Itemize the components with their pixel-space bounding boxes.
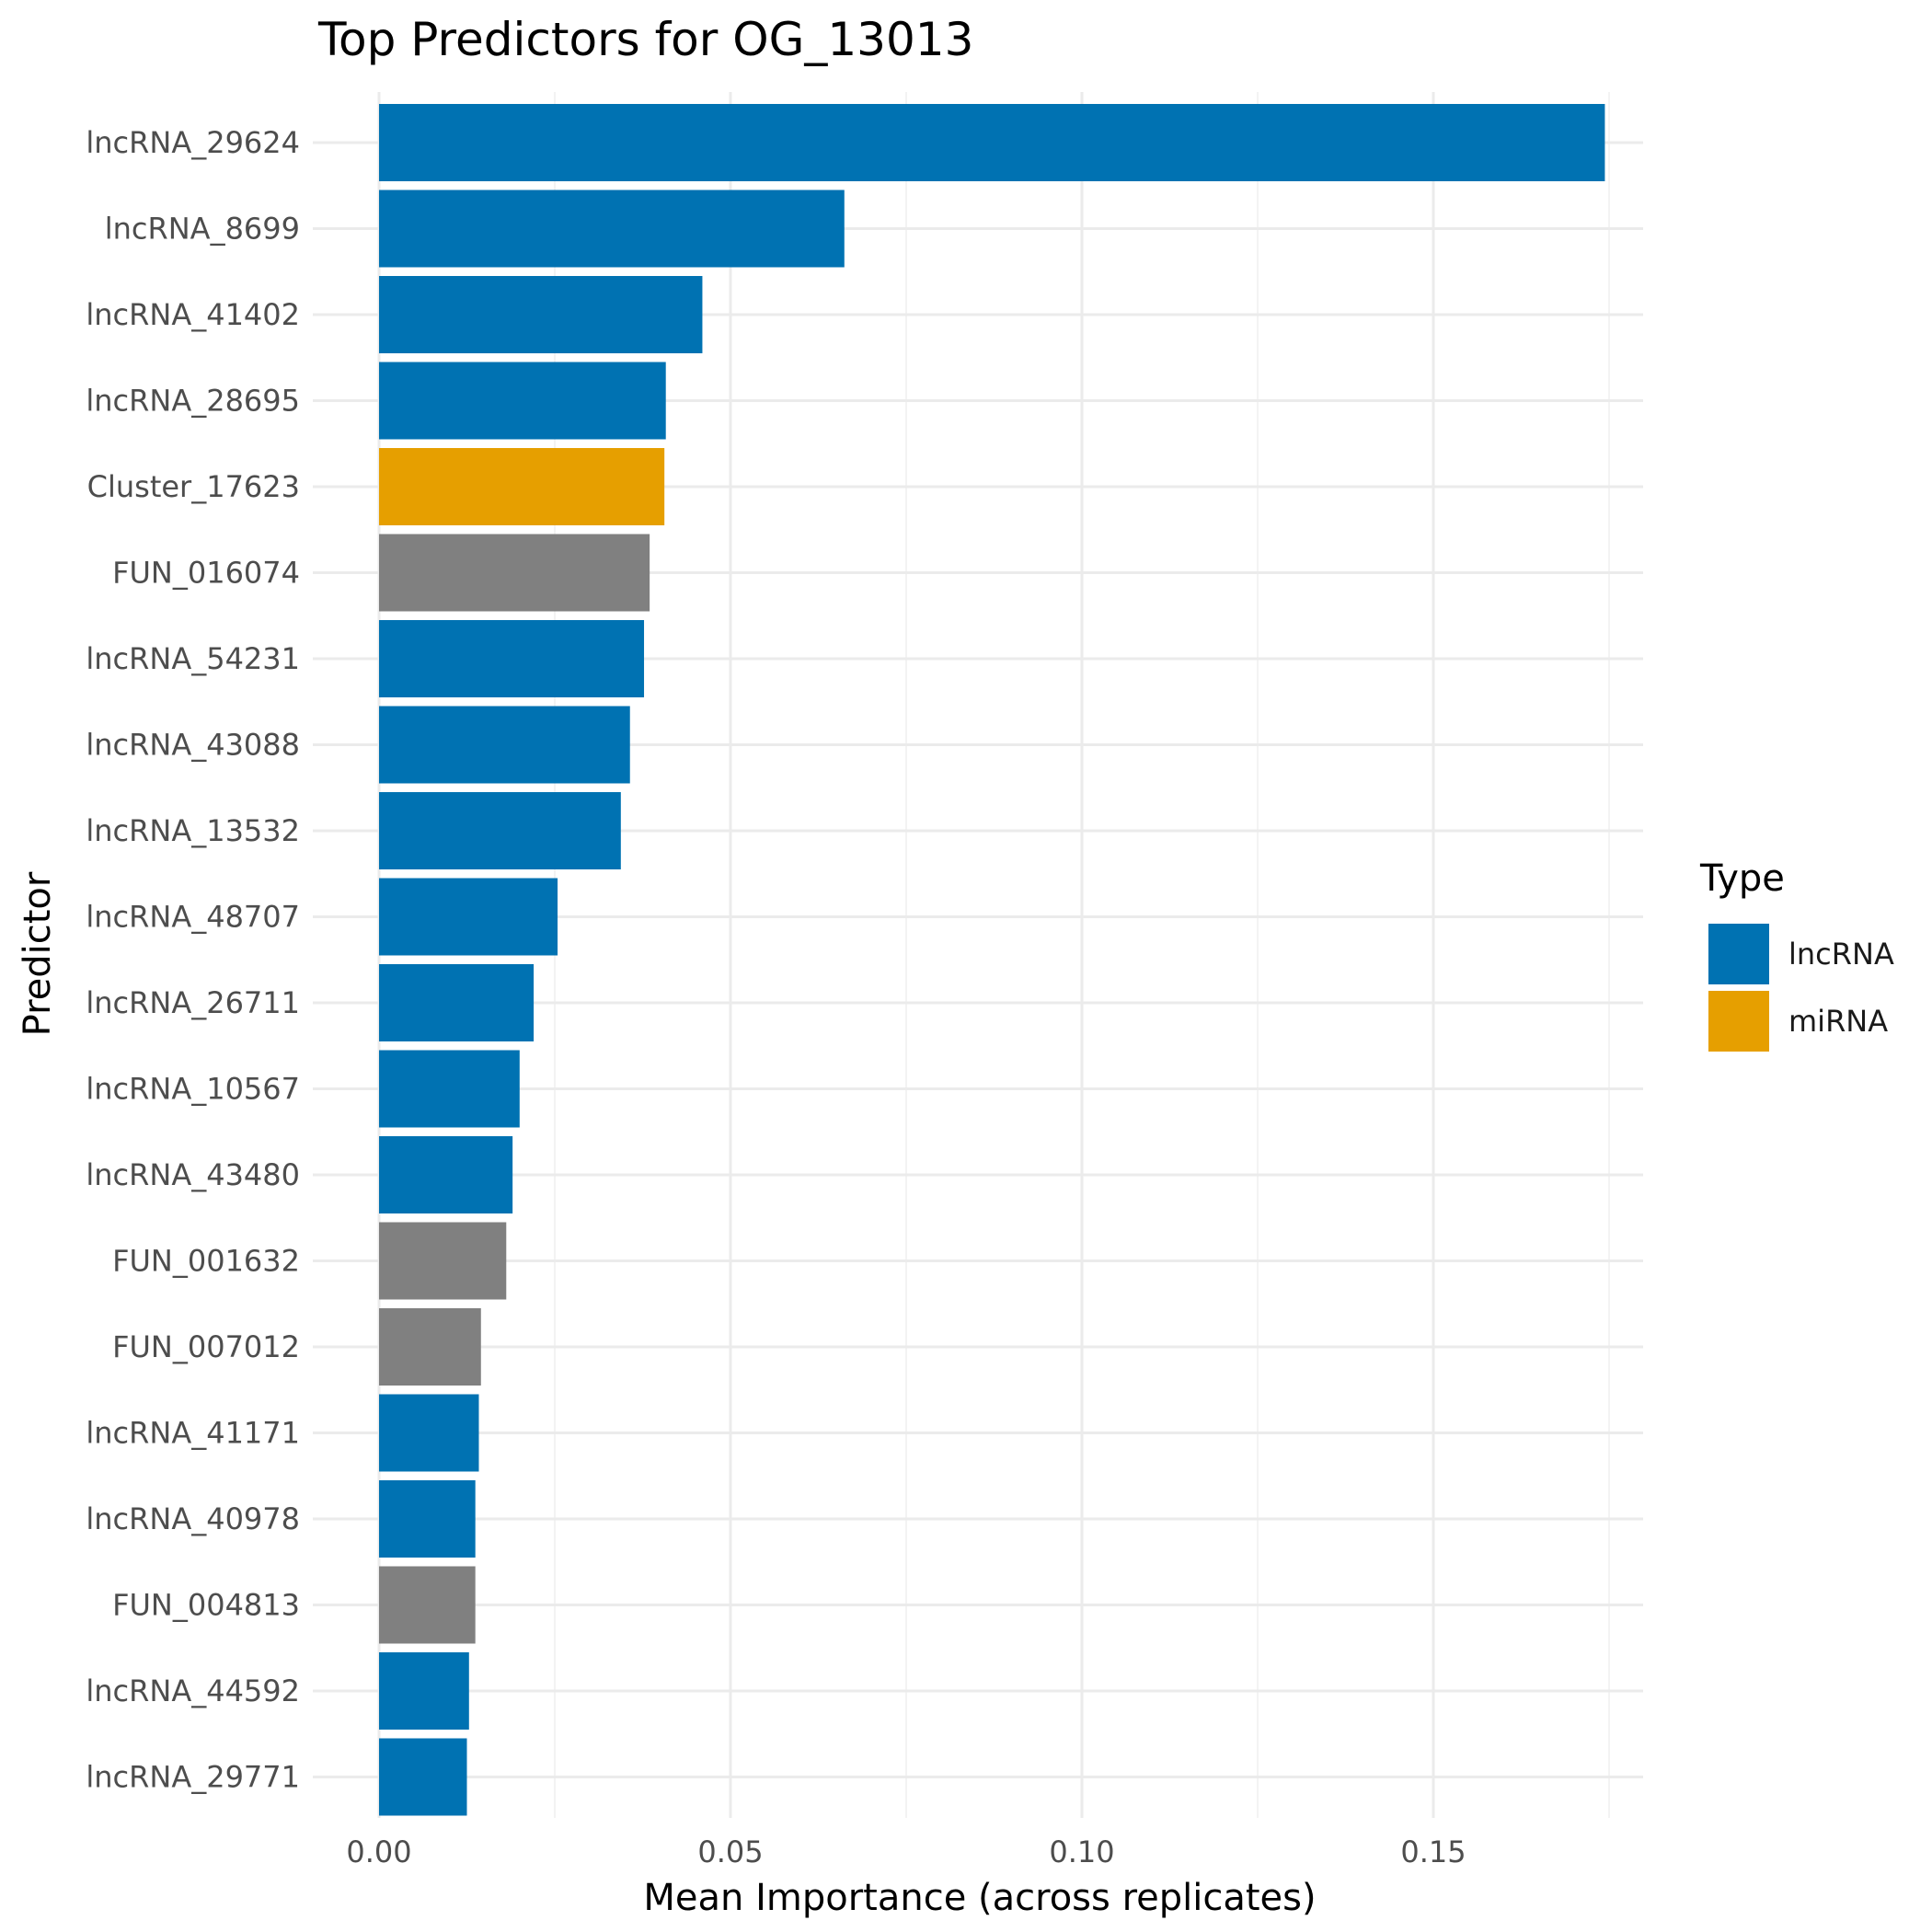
x-tick-label: 0.10 [1049,1834,1114,1869]
bar-lncrna-26711 [379,964,535,1041]
bar-lncrna-41171 [379,1394,479,1472]
y-tick-label: FUN_007012 [112,1329,300,1364]
y-tick-label: lncRNA_8699 [105,212,300,247]
y-axis-ticks: lncRNA_29624 lncRNA_8699 lncRNA_41402 lncRN… [86,125,300,1795]
legend: Type lncRNA miRNA [1699,857,1894,1052]
bar-lncrna-10567 [379,1050,520,1128]
bar-lncrna-29771 [379,1738,467,1816]
y-tick-label: Cluster_17623 [87,469,300,504]
y-tick-label: lncRNA_54231 [86,641,300,676]
bar-lncrna-28695 [379,362,666,440]
legend-label-lncrna: lncRNA [1788,937,1894,972]
bar-lncrna-40978 [379,1480,476,1558]
bar-cluster-17623 [379,448,665,525]
bars [379,104,1605,1816]
legend-title: Type [1699,857,1785,900]
bar-fun-004813 [379,1566,476,1644]
y-tick-label: lncRNA_48707 [86,900,300,935]
y-tick-label: lncRNA_44592 [86,1673,300,1708]
bar-lncrna-13532 [379,792,621,869]
bar-lncrna-48707 [379,878,558,956]
legend-swatch-lncrna [1708,924,1769,984]
bar-lncrna-41402 [379,276,703,353]
y-tick-label: lncRNA_43480 [86,1157,300,1192]
y-axis-title: Predictor [17,871,59,1036]
y-tick-label: lncRNA_26711 [86,985,300,1020]
bar-fun-016074 [379,534,650,612]
y-tick-label: lncRNA_10567 [86,1072,300,1107]
y-tick-label: lncRNA_29771 [86,1760,300,1795]
bar-fun-007012 [379,1308,481,1386]
bar-lncrna-29624 [379,104,1605,181]
y-tick-label: lncRNA_43088 [86,728,300,763]
bar-fun-001632 [379,1222,507,1300]
y-tick-label: FUN_016074 [112,556,300,591]
y-tick-label: FUN_001632 [112,1244,300,1279]
legend-swatch-mirna [1708,991,1769,1052]
bar-lncrna-8699 [379,190,845,268]
bar-lncrna-44592 [379,1652,469,1730]
x-tick-label: 0.00 [346,1834,411,1869]
x-axis-title: Mean Importance (across replicates) [643,1877,1316,1919]
y-tick-label: FUN_004813 [112,1588,300,1623]
y-tick-label: lncRNA_13532 [86,813,300,848]
y-tick-label: lncRNA_28695 [86,384,300,419]
y-tick-label: lncRNA_41171 [86,1416,300,1451]
bar-lncrna-54231 [379,620,645,697]
legend-label-mirna: miRNA [1788,1004,1888,1039]
x-tick-label: 0.05 [697,1834,763,1869]
y-tick-label: lncRNA_40978 [86,1501,300,1536]
x-axis-ticks: 0.00 0.05 0.10 0.15 [346,1834,1466,1869]
bar-lncrna-43480 [379,1136,513,1213]
bar-lncrna-43088 [379,706,630,784]
y-tick-label: lncRNA_41402 [86,297,300,332]
x-tick-label: 0.15 [1400,1834,1466,1869]
chart-title: Top Predictors for OG_13013 [317,13,973,66]
y-tick-label: lncRNA_29624 [86,125,300,160]
